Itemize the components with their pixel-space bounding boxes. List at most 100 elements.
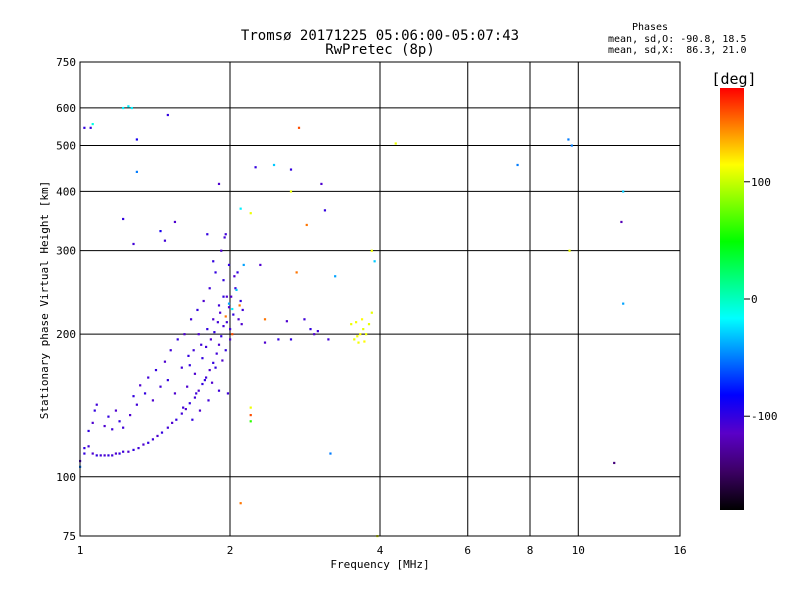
data-point xyxy=(263,318,267,321)
data-point xyxy=(208,368,211,372)
data-point xyxy=(365,333,368,336)
y-tick-label: 400 xyxy=(56,185,76,198)
phases-stats-heading: Phases xyxy=(632,22,668,33)
data-point xyxy=(201,382,204,386)
plot-frame xyxy=(79,61,681,537)
data-point xyxy=(135,138,138,141)
data-point xyxy=(222,295,225,298)
data-point xyxy=(570,144,573,147)
data-point xyxy=(147,441,150,444)
data-point xyxy=(180,366,183,369)
data-point xyxy=(132,242,135,246)
data-point xyxy=(135,170,138,173)
data-point xyxy=(231,307,234,311)
data-point xyxy=(193,372,197,375)
data-point xyxy=(188,364,191,367)
data-point xyxy=(567,138,570,141)
data-point xyxy=(230,295,233,298)
data-point xyxy=(122,426,125,429)
data-point xyxy=(373,260,376,263)
colorbar-tick-label: 0 xyxy=(751,293,758,306)
data-point xyxy=(87,445,90,448)
data-point xyxy=(249,414,252,417)
data-point xyxy=(200,343,203,346)
y-tick-label: 100 xyxy=(56,471,76,484)
data-point xyxy=(212,260,215,263)
data-point xyxy=(327,338,330,341)
data-point xyxy=(239,502,242,505)
data-point xyxy=(183,333,186,336)
data-point xyxy=(305,223,308,227)
data-point xyxy=(620,220,623,224)
data-point xyxy=(95,403,98,406)
data-point xyxy=(169,349,172,352)
data-point xyxy=(221,359,224,362)
data-point xyxy=(370,249,373,252)
data-point xyxy=(166,113,169,117)
data-point xyxy=(143,392,147,395)
colorbar-tick-label: 100 xyxy=(751,176,771,189)
phases-stats-o: mean, sd,O: -90.8, 18.5 xyxy=(608,34,746,45)
data-point xyxy=(122,450,125,453)
data-point xyxy=(359,333,362,336)
data-point xyxy=(231,333,234,336)
data-point xyxy=(107,415,110,418)
y-tick-label: 300 xyxy=(56,245,76,258)
data-point xyxy=(129,414,132,417)
data-point xyxy=(210,381,214,384)
data-point xyxy=(217,182,221,186)
x-tick-label: 8 xyxy=(527,544,534,557)
data-point xyxy=(224,233,227,236)
x-tick-label: 1 xyxy=(77,544,84,557)
chart-title: Tromsø 20171225 05:06:00-05:07:43 xyxy=(241,28,519,44)
data-point xyxy=(87,429,90,433)
x-axis-ticks: 1 2 4 6 8 10 16 xyxy=(77,544,687,557)
data-point xyxy=(184,407,187,411)
data-point xyxy=(285,320,288,323)
chart-subtitle: RwPretec (8p) xyxy=(325,42,435,58)
data-point xyxy=(93,409,96,412)
data-point xyxy=(222,279,225,282)
data-point xyxy=(622,302,625,305)
data-point xyxy=(83,126,86,129)
data-point xyxy=(196,308,199,312)
data-point xyxy=(95,454,98,457)
data-point xyxy=(224,349,227,352)
colorbar xyxy=(720,88,744,510)
data-point xyxy=(254,166,257,169)
data-point xyxy=(622,190,625,193)
data-point xyxy=(239,207,242,210)
data-point xyxy=(217,304,221,307)
data-point xyxy=(189,318,193,321)
data-point xyxy=(241,308,244,312)
data-point xyxy=(171,421,174,424)
data-point xyxy=(224,315,227,318)
data-point xyxy=(568,249,571,252)
x-tick-label: 16 xyxy=(673,544,686,557)
data-point xyxy=(216,321,219,324)
x-tick-label: 10 xyxy=(572,544,585,557)
data-point xyxy=(217,389,221,392)
data-point xyxy=(297,126,301,129)
colorbar-label: [deg] xyxy=(711,70,756,88)
data-point xyxy=(175,418,178,421)
data-point xyxy=(89,126,92,129)
data-point xyxy=(277,338,280,341)
data-point xyxy=(103,424,106,428)
data-points xyxy=(79,105,625,538)
data-point xyxy=(114,409,118,412)
y-axis-ticks: 75 100 200 300 400 500 600 750 xyxy=(56,56,76,543)
data-point xyxy=(295,271,298,274)
data-point xyxy=(263,341,267,344)
data-point xyxy=(329,452,332,455)
data-point xyxy=(370,311,373,314)
data-point xyxy=(354,321,358,324)
data-point xyxy=(320,182,323,186)
data-point xyxy=(289,168,293,171)
data-point xyxy=(613,461,616,465)
data-point xyxy=(137,447,140,450)
data-point xyxy=(233,275,236,278)
data-point xyxy=(222,325,225,328)
data-point xyxy=(242,263,245,267)
data-point xyxy=(356,335,359,338)
